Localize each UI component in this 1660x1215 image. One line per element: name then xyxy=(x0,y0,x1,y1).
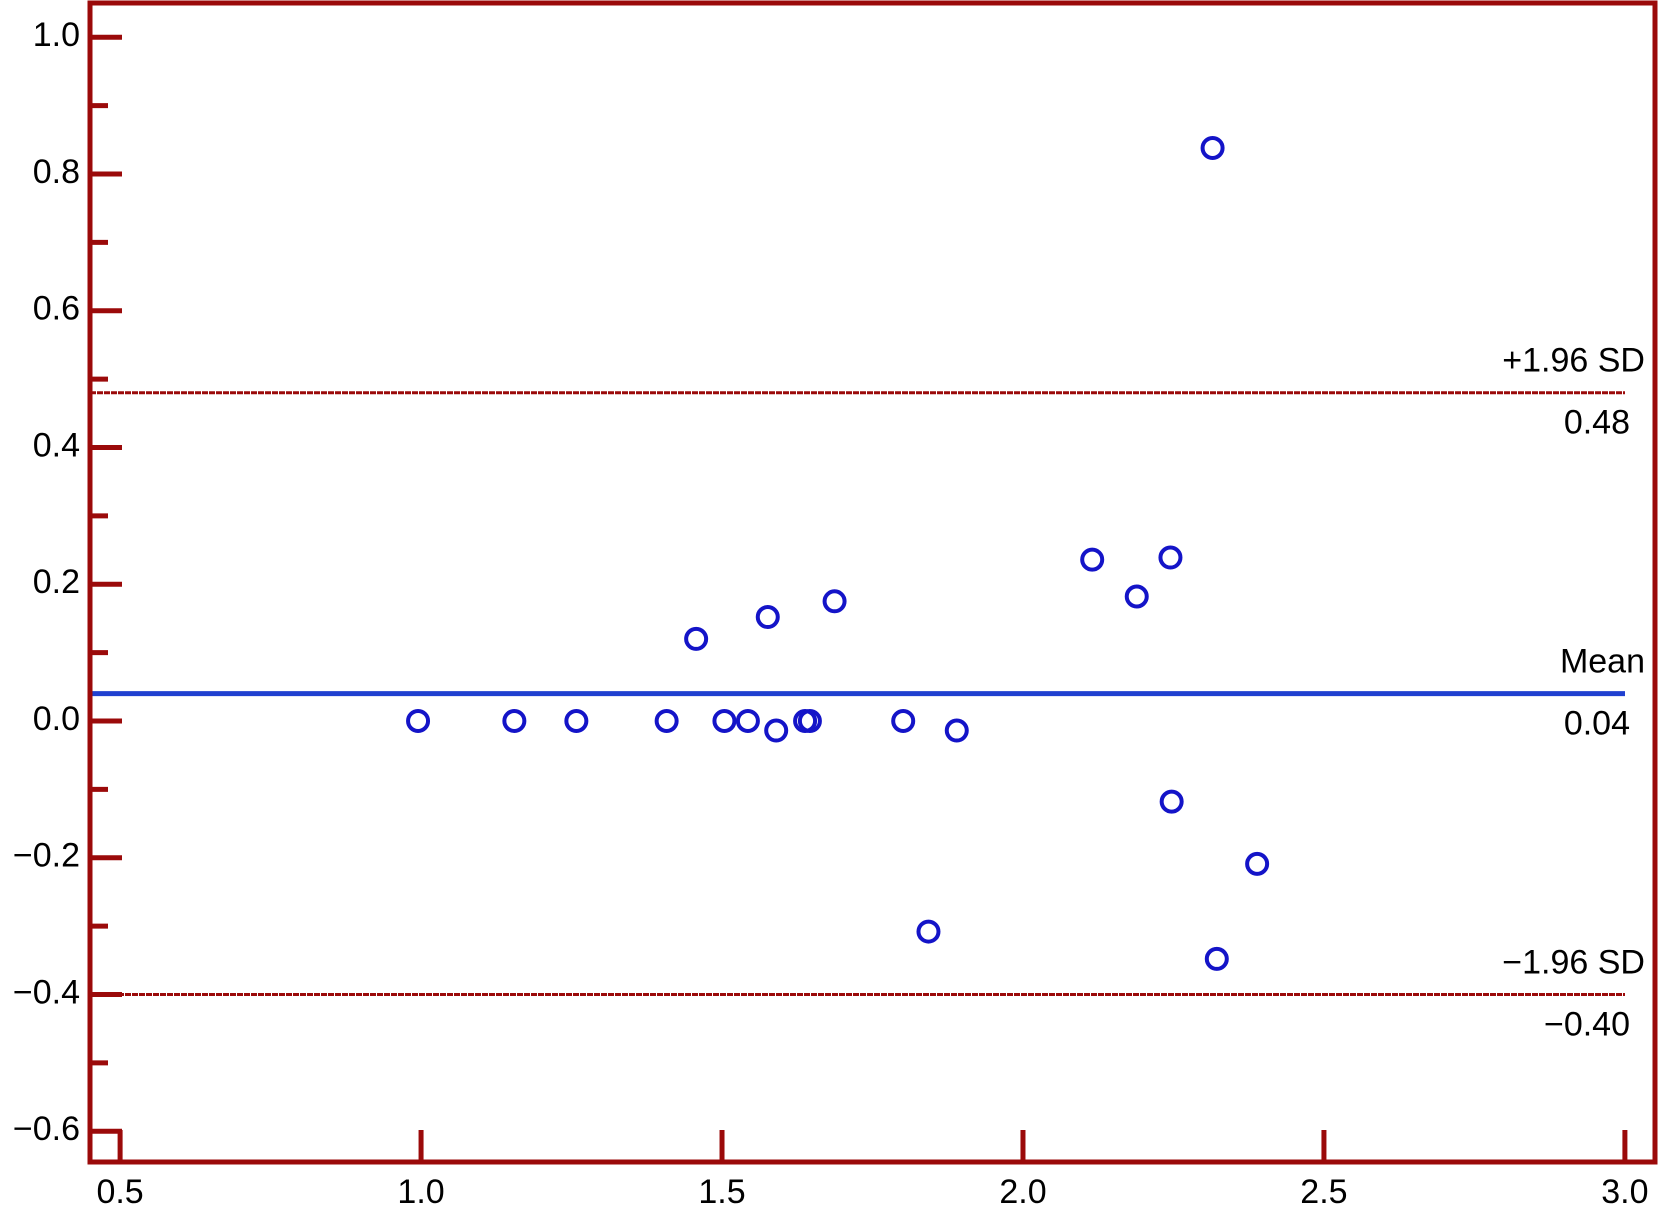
data-point xyxy=(916,919,941,944)
reference-label: −1.96 SD xyxy=(1502,943,1645,981)
data-point xyxy=(684,626,709,651)
plot-frame xyxy=(87,0,1658,1165)
data-point xyxy=(822,589,847,614)
reference-value: 0.04 xyxy=(1564,705,1630,743)
data-point xyxy=(1080,547,1105,572)
y-tick-label: −0.4 xyxy=(13,973,80,1011)
data-point xyxy=(1159,789,1184,814)
y-tick-label: −0.6 xyxy=(13,1110,80,1148)
data-point xyxy=(764,718,789,743)
data-point xyxy=(891,708,916,733)
reference-value: −0.40 xyxy=(1544,1005,1630,1043)
data-point xyxy=(735,708,760,733)
data-point xyxy=(502,708,527,733)
x-tick-label: 0.5 xyxy=(96,1173,143,1211)
data-point xyxy=(1158,545,1183,570)
y-tick-label: 0.2 xyxy=(33,563,80,601)
data-point xyxy=(564,708,589,733)
data-point xyxy=(755,605,780,630)
data-point xyxy=(1200,135,1225,160)
y-tick-label: 0.0 xyxy=(33,700,80,738)
data-point xyxy=(797,708,822,733)
y-tick-label: 0.6 xyxy=(33,290,80,328)
x-tick-label: 2.0 xyxy=(999,1173,1046,1211)
reference-value: 0.48 xyxy=(1564,404,1630,442)
data-point xyxy=(1204,946,1229,971)
data-point xyxy=(712,708,737,733)
reference-label: +1.96 SD xyxy=(1502,342,1645,380)
data-point xyxy=(944,718,969,743)
y-tick-label: 0.4 xyxy=(33,426,80,464)
x-tick-label: 2.5 xyxy=(1300,1173,1347,1211)
x-tick-label: 3.0 xyxy=(1601,1173,1648,1211)
y-tick-label: −0.2 xyxy=(13,837,80,875)
y-tick-label: 0.8 xyxy=(33,153,80,191)
reference-label: Mean xyxy=(1560,643,1645,681)
x-tick-label: 1.0 xyxy=(397,1173,444,1211)
data-point xyxy=(406,708,431,733)
y-tick-label: 1.0 xyxy=(33,16,80,54)
data-point xyxy=(1245,851,1270,876)
data-point xyxy=(654,708,679,733)
data-point xyxy=(1124,584,1149,609)
x-tick-label: 1.5 xyxy=(698,1173,745,1211)
